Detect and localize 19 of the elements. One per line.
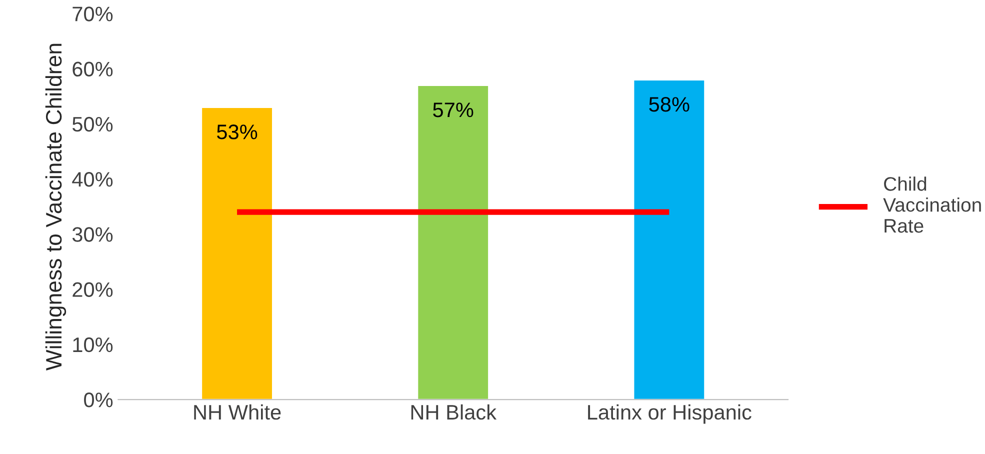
- bar: [416, 84, 490, 400]
- y-tick-label: 20%: [72, 282, 113, 298]
- bar: [200, 106, 274, 400]
- x-tick-label: NH Black: [411, 404, 497, 420]
- y-tick-label: 70%: [72, 6, 113, 22]
- legend-label: Child Vaccination Rate: [883, 176, 981, 233]
- y-tick-label: 40%: [72, 172, 113, 187]
- x-tick-label: NH White: [194, 404, 281, 420]
- x-tick-label: Latinx or Hispanic: [588, 404, 752, 424]
- y-tick-label: 30%: [72, 227, 113, 242]
- data-label: 57%: [433, 102, 474, 118]
- data-label: 53%: [217, 124, 258, 140]
- y-axis-title: Willingness to Vaccinate Children: [45, 44, 66, 371]
- y-tick-label: 60%: [72, 62, 113, 76]
- y-tick-label: 0%: [84, 392, 113, 408]
- y-tick-label: 50%: [72, 116, 113, 132]
- y-tick-label: 10%: [73, 337, 113, 352]
- bar: [632, 79, 706, 400]
- data-label: 58%: [649, 96, 690, 112]
